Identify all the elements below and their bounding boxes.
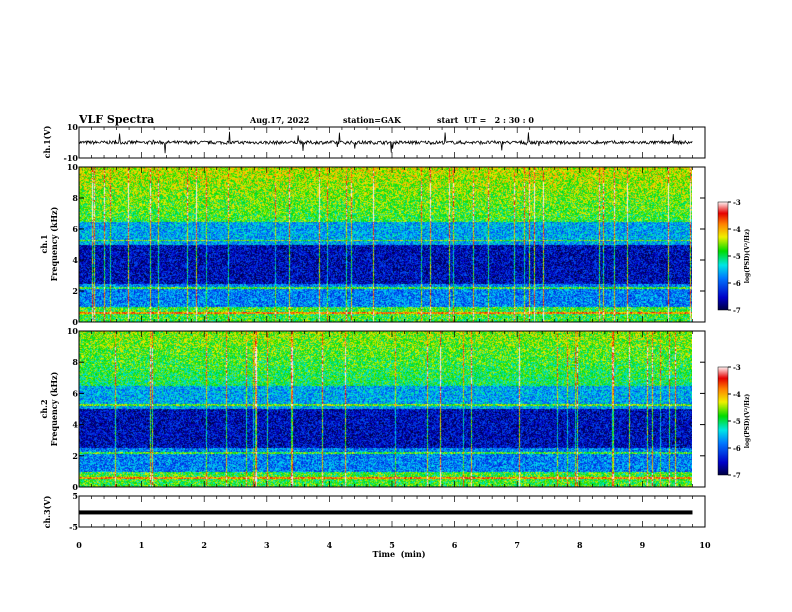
ch2-colorbar (718, 367, 728, 475)
freq-tick-label: 2 (72, 286, 78, 296)
ch1-colorbar-label: log(PSD)(V²/Hz) (744, 229, 751, 284)
ch1-ytick: 10 (67, 122, 79, 132)
x-tick-label: 10 (699, 540, 711, 550)
panel-frame (78, 330, 706, 488)
ch2-colorbar-label: log(PSD)(V²/Hz) (744, 394, 751, 449)
freq-tick-label: 10 (67, 162, 79, 172)
x-tick-label: 3 (264, 540, 270, 550)
ch1-spec-ylabel-2: Frequency (kHz) (49, 206, 59, 281)
freq-tick-label: 4 (72, 255, 78, 265)
colorbar-tick-label: -4 (733, 390, 741, 399)
freq-tick-label: 4 (72, 420, 78, 430)
x-tick-label: 6 (452, 540, 458, 550)
colorbar-frame (717, 366, 729, 476)
freq-tick-label: 10 (67, 326, 79, 336)
freq-tick-label: 0 (72, 317, 78, 327)
ch1-ylabel: ch.1(V) (42, 125, 52, 158)
x-tick-label: 4 (327, 540, 333, 550)
colorbar-tick-label: -7 (733, 471, 741, 480)
colorbar-tick-label: -5 (733, 417, 741, 426)
ch2-spec-ylabel-2: Frequency (kHz) (49, 371, 59, 446)
x-tick-label: 5 (389, 540, 395, 550)
x-tick-label: 8 (577, 540, 583, 550)
colorbar-tick-label: -3 (733, 363, 741, 372)
colorbar-tick-label: -4 (733, 225, 741, 234)
x-tick-label: 2 (201, 540, 207, 550)
x-tick-label: 0 (76, 540, 82, 550)
ch1-ytick: -10 (64, 153, 79, 163)
ch1-spectrogram (79, 167, 692, 322)
freq-tick-label: 2 (72, 451, 78, 461)
freq-tick-label: 8 (72, 193, 78, 203)
ch1-waveform-line (78, 131, 693, 154)
ch3-ytick: -5 (69, 522, 78, 532)
ch1-colorbar (718, 202, 728, 310)
ch2-spectrogram (79, 331, 692, 487)
colorbar-frame (717, 201, 729, 311)
ch2-spec-ylabel-1: ch.2 (39, 399, 49, 418)
date-label: Aug.17, 2022 (249, 115, 309, 125)
figure-title: VLF Spectra (78, 113, 154, 126)
colorbar-tick-label: -6 (733, 444, 741, 453)
colorbar-tick-label: -3 (733, 198, 741, 207)
x-tick-label: 7 (514, 540, 520, 550)
ch3-ylabel: ch.3(V) (42, 495, 52, 528)
ch3-ytick: 5 (72, 491, 78, 501)
x-tick-label: 1 (139, 540, 145, 550)
freq-tick-label: 6 (72, 388, 78, 398)
freq-tick-label: 6 (72, 224, 78, 234)
colorbar-tick-label: -6 (733, 279, 741, 288)
freq-tick-label: 8 (72, 357, 78, 367)
colorbar-tick-label: -5 (733, 252, 741, 261)
start-time-label: start UT = 2 : 30 : 0 (437, 115, 534, 125)
ch3-waveform-line (79, 510, 693, 515)
ch1-spec-ylabel-1: ch.1 (39, 234, 49, 253)
colorbar-tick-label: -7 (733, 306, 741, 315)
x-axis-label: Time (min) (372, 549, 425, 559)
x-tick-label: 9 (640, 540, 646, 550)
freq-tick-label: 0 (72, 482, 78, 492)
panel-frame (78, 166, 706, 323)
station-label: station=GAK (343, 115, 402, 125)
